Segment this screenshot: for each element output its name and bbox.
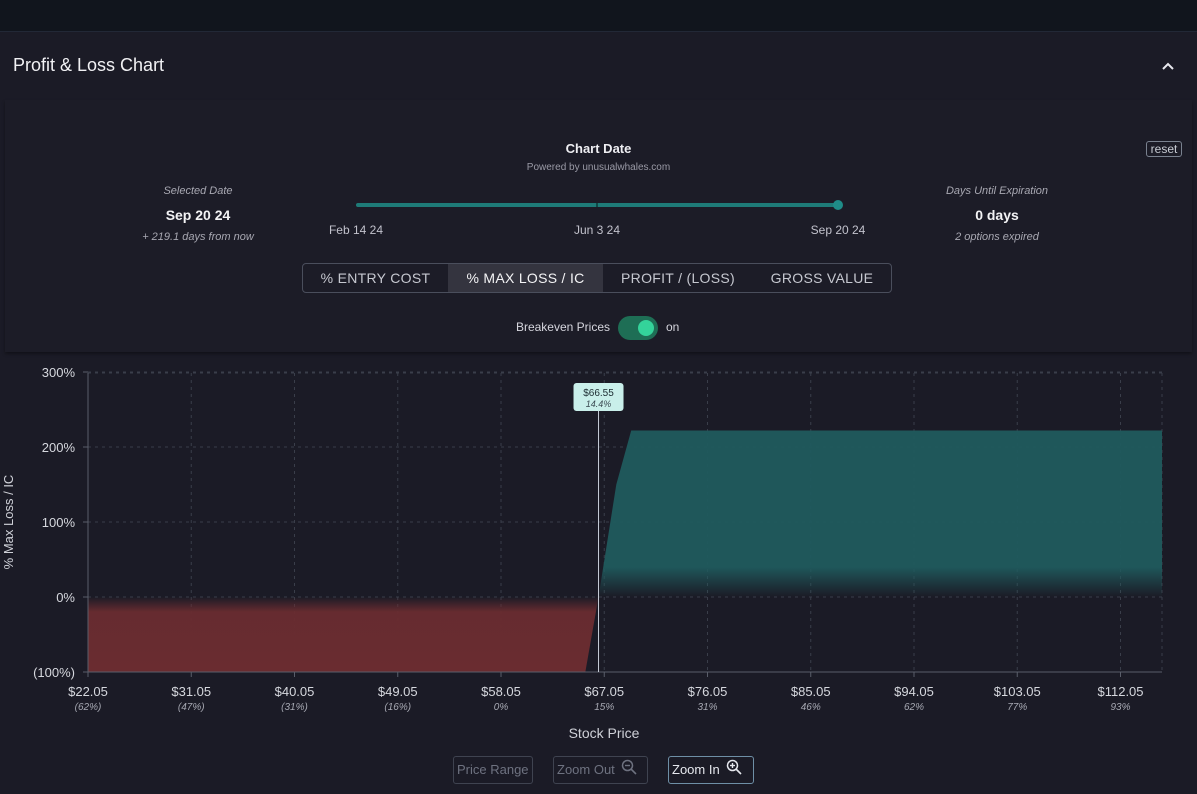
price-range-button[interactable]: Price Range [453,756,533,784]
x-tick-sublabel: (47%) [178,702,205,713]
x-axis-label: Stock Price [569,725,640,741]
profit-area [88,430,1162,597]
pnl-chart[interactable]: 300% 200% 100% 0% (100%) $22.05 (62%) $31.05 (4… [0,360,1197,750]
zoom-out-button[interactable]: Zoom Out [553,756,648,784]
chevron-up-icon[interactable] [1158,56,1178,76]
slider-label-start: Feb 14 24 [328,223,384,237]
zoom-out-icon [621,758,637,784]
x-tick-label: $76.05 [688,684,728,699]
panel-title: Profit & Loss Chart [13,55,165,75]
chart-date-title: Chart Date [565,141,632,156]
tab-gross-value[interactable]: GROSS VALUE [770,270,874,286]
x-tick-label: $22.05 [68,684,108,699]
breakeven-label: Breakeven Prices [515,320,610,334]
toggle-knob [638,320,654,336]
slider-label-end: Sep 20 24 [810,223,866,237]
breakeven-pct: 14.4% [586,399,612,409]
x-tick-sublabel: 31% [697,702,717,713]
tab-profit-loss[interactable]: PROFIT / (LOSS) [621,270,735,286]
y-tick-label: 200% [42,440,76,455]
x-tick-sublabel: 0% [494,702,509,713]
x-tick-label: $67.05 [584,684,624,699]
breakeven-tooltip: $66.55 14.4% [573,383,624,411]
selected-date-caption: Selected Date [163,185,233,197]
x-tick-sublabel: 62% [904,702,924,713]
x-tick-label: $103.05 [994,684,1041,699]
y-tick-label: 300% [42,365,76,380]
breakeven-toggle[interactable] [618,316,658,340]
selected-date-value: Sep 20 24 [165,207,231,223]
y-tick-label: (100%) [33,665,75,680]
x-tick-sublabel: 15% [594,702,614,713]
x-tick-sublabel: (31%) [281,702,308,713]
zoom-in-icon [726,758,742,784]
x-tick-sublabel: 77% [1007,702,1027,713]
date-slider-midmark [596,203,598,207]
expiration-caption: Days Until Expiration [945,185,1049,197]
zoom-in-label: Zoom In [672,762,720,777]
y-tick-label: 0% [56,590,75,605]
price-range-label: Price Range [457,762,529,777]
date-slider-thumb[interactable] [833,200,843,210]
x-tick-label: $85.05 [791,684,831,699]
zoom-in-button[interactable]: Zoom In [668,756,754,784]
x-tick-label: $49.05 [378,684,418,699]
reset-button[interactable]: reset [1146,141,1182,157]
x-tick-label: $112.05 [1097,684,1143,699]
powered-by: Powered by unusualwhales.com [526,162,671,173]
breakeven-state: on [666,320,680,334]
zoom-out-label: Zoom Out [557,762,615,777]
chart-config-card [5,100,1192,352]
loss-area [88,597,1162,672]
x-tick-label: $40.05 [275,684,315,699]
top-bar [0,0,1197,32]
view-mode-tabs: % ENTRY COST % MAX LOSS / IC PROFIT / (L… [302,263,892,293]
expiration-sub: 2 options expired [955,231,1039,243]
x-tick-label: $94.05 [894,684,934,699]
x-tick-sublabel: (62%) [75,702,102,713]
x-tick-sublabel: 46% [801,702,821,713]
x-tick-sublabel: 93% [1110,702,1130,713]
x-tick-sublabel: (16%) [384,702,411,713]
breakeven-price: $66.55 [583,388,614,399]
y-axis-label: % Max Loss / IC [1,475,16,570]
selected-date-offset: + 219.1 days from now [142,231,254,243]
slider-label-mid: Jun 3 24 [573,223,621,237]
tab-max-loss-ic[interactable]: % MAX LOSS / IC [448,264,603,292]
x-tick-label: $58.05 [481,684,521,699]
x-tick-label: $31.05 [171,684,211,699]
y-tick-label: 100% [42,515,76,530]
expiration-value: 0 days [975,207,1019,223]
tab-entry-cost[interactable]: % ENTRY COST [320,270,431,286]
